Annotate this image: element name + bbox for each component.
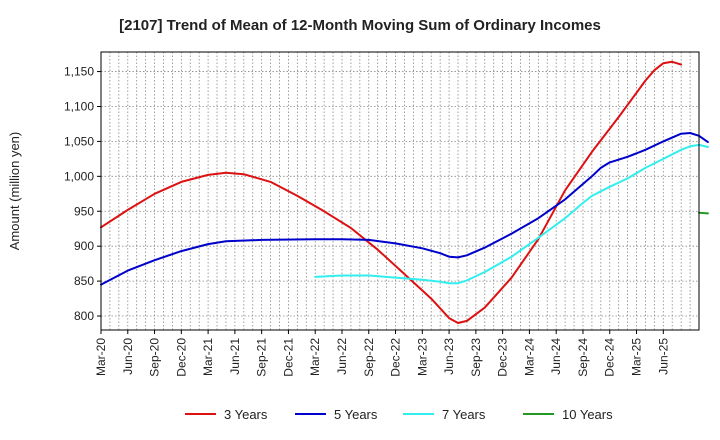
- plot-area: [101, 52, 699, 330]
- x-tick-label: Jun-23: [442, 338, 456, 375]
- series-line-5-years: [100, 132, 709, 286]
- x-tick-label: Jun-24: [549, 338, 563, 375]
- x-axis: Mar-20 Jun-20 Sep-20 Dec-20 Mar-21 Jun-21 Sep-…: [94, 330, 670, 377]
- y-tick-label: 850: [74, 274, 94, 288]
- series-line-3-years: [100, 60, 683, 324]
- y-axis-label: Amount (million yen): [7, 132, 22, 251]
- x-tick-label: Sep-22: [362, 338, 376, 377]
- series-group: [100, 60, 709, 324]
- x-tick-label: Mar-23: [415, 338, 429, 376]
- x-tick-label: Mar-24: [522, 338, 536, 376]
- x-tick-label: Sep-24: [576, 338, 590, 377]
- y-axis: 800 850 900 950 1,000 1,050 1,100 1,150: [64, 65, 101, 323]
- x-tick-label: Dec-21: [281, 338, 295, 377]
- x-tick-label: Sep-20: [148, 338, 162, 377]
- x-tick-label: Jun-25: [656, 338, 670, 375]
- grid: [100, 52, 700, 330]
- y-tick-label: 1,000: [64, 169, 94, 183]
- x-tick-label: Mar-25: [630, 338, 644, 376]
- y-tick-label: 950: [74, 204, 94, 218]
- x-tick-label: Jun-21: [228, 338, 242, 375]
- x-tick-label: Mar-21: [201, 338, 215, 376]
- x-tick-label: Dec-24: [603, 338, 617, 377]
- x-tick-label: Mar-20: [94, 338, 108, 376]
- legend-label: 5 Years: [334, 407, 378, 422]
- x-tick-label: Dec-23: [496, 338, 510, 377]
- legend: 3 Years 5 Years 7 Years 10 Years: [185, 407, 613, 422]
- x-tick-label: Dec-22: [389, 338, 403, 377]
- legend-label: 10 Years: [562, 407, 613, 422]
- series-line-7-years: [314, 143, 709, 285]
- y-tick-label: 1,150: [64, 65, 94, 79]
- x-tick-label: Jun-22: [335, 338, 349, 375]
- x-tick-label: Sep-23: [469, 338, 483, 377]
- y-tick-label: 1,050: [64, 134, 94, 148]
- x-tick-label: Mar-22: [308, 338, 322, 376]
- x-tick-label: Sep-21: [255, 338, 269, 377]
- y-tick-label: 1,100: [64, 99, 94, 113]
- y-tick-label: 800: [74, 309, 94, 323]
- y-tick-label: 900: [74, 239, 94, 253]
- plot-border: [100, 51, 700, 331]
- chart-title: [2107] Trend of Mean of 12-Month Moving …: [119, 17, 601, 34]
- x-tick-label: Jun-20: [121, 338, 135, 375]
- x-tick-label: Dec-20: [174, 338, 188, 377]
- series-line-10-years: [698, 211, 709, 215]
- legend-label: 3 Years: [224, 407, 268, 422]
- legend-label: 7 Years: [442, 407, 486, 422]
